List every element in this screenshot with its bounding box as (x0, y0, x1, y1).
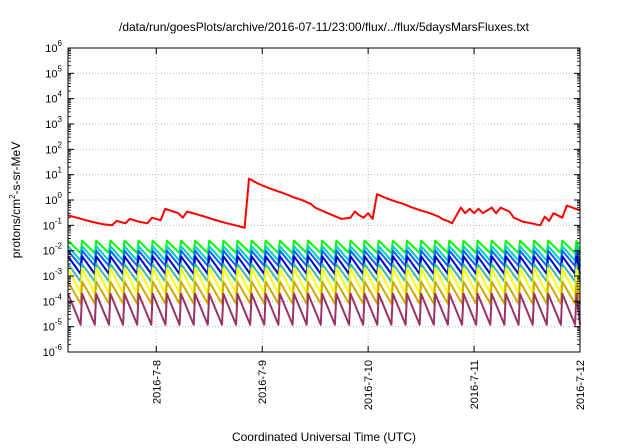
y-tick-label-exp: 2 (58, 140, 63, 149)
y-tick-label-base: 10 (45, 43, 57, 55)
y-tick-label-exp: -4 (55, 292, 63, 301)
y-tick-label-exp: -2 (55, 242, 63, 251)
y-axis-label: protons/cm2-s-sr-MeV (8, 142, 23, 258)
y-tick-label: 106 (45, 39, 62, 55)
x-tick-label: 2016-7-8 (151, 360, 163, 404)
series-line-7 (67, 267, 581, 295)
y-tick-label-exp: 3 (58, 115, 63, 124)
x-axis: 2016-7-8 2016-7-9 2016-7-10 2016-7-11 2016-7… (151, 48, 587, 410)
y-tick-label-base: 10 (43, 246, 55, 258)
chart-title: /data/run/goesPlots/archive/2016-07-11/2… (119, 20, 530, 34)
series-layer (67, 177, 581, 326)
series-line-4 (67, 249, 581, 267)
y-tick-label: 105 (45, 64, 62, 80)
y-tick-label-base: 10 (45, 195, 57, 207)
x-tick-label: 2016-7-9 (257, 360, 269, 404)
y-tick-label-exp: 6 (58, 39, 63, 48)
y-tick-label: 10-3 (43, 267, 63, 283)
y-tick-label-base: 10 (45, 68, 57, 80)
y-tick-label-base: 10 (43, 296, 55, 308)
series-line-1 (67, 177, 581, 229)
x-axis-label: Coordinated Universal Time (UTC) (232, 430, 416, 444)
series-line-5 (67, 255, 581, 275)
y-tick-label-base: 10 (43, 271, 55, 283)
y-axis-label-sup: 2 (8, 194, 17, 199)
series-line-8 (67, 280, 581, 305)
y-tick-label: 100 (45, 191, 62, 207)
y-tick-label-base: 10 (43, 347, 55, 359)
y-tick-label: 102 (45, 140, 62, 156)
y-tick-label: 10-5 (43, 318, 63, 334)
y-tick-label-exp: -6 (55, 343, 63, 352)
series-line-3 (67, 245, 581, 262)
y-tick-label-base: 10 (43, 322, 55, 334)
y-tick-label-base: 10 (43, 220, 55, 232)
y-tick-label: 104 (45, 90, 62, 106)
y-tick-label: 10-6 (43, 343, 63, 359)
y-axis: 10-610-510-410-310-210-11001011021031041… (43, 39, 580, 359)
y-tick-label-base: 10 (45, 94, 57, 106)
y-axis-label-base: protons/cm (9, 199, 23, 258)
y-tick-label-exp: -5 (55, 318, 63, 327)
y-tick-label-exp: 5 (58, 64, 63, 73)
y-tick-label-exp: 1 (58, 166, 63, 175)
y-tick-label: 10-4 (43, 292, 63, 308)
y-tick-label-exp: 4 (58, 90, 63, 99)
x-tick-label: 2016-7-10 (363, 360, 375, 410)
y-tick-label: 103 (45, 115, 62, 131)
y-tick-label: 10-2 (43, 242, 63, 258)
x-tick-label: 2016-7-11 (469, 360, 481, 409)
y-tick-label-exp: 0 (58, 191, 63, 200)
y-tick-label-base: 10 (45, 119, 57, 131)
series-line-6 (67, 262, 581, 283)
y-tick-label-base: 10 (45, 170, 57, 182)
y-tick-label: 10-1 (43, 216, 63, 232)
y-tick-label-exp: -3 (55, 267, 63, 276)
series-line-9 (67, 292, 581, 326)
series-line-2 (67, 239, 581, 255)
x-tick-label: 2016-7-12 (575, 360, 587, 410)
y-axis-label-rest: -s-sr-MeV (9, 142, 23, 195)
y-tick-label: 101 (45, 166, 62, 182)
y-tick-label-exp: -1 (55, 216, 63, 225)
y-tick-label-base: 10 (45, 144, 57, 156)
